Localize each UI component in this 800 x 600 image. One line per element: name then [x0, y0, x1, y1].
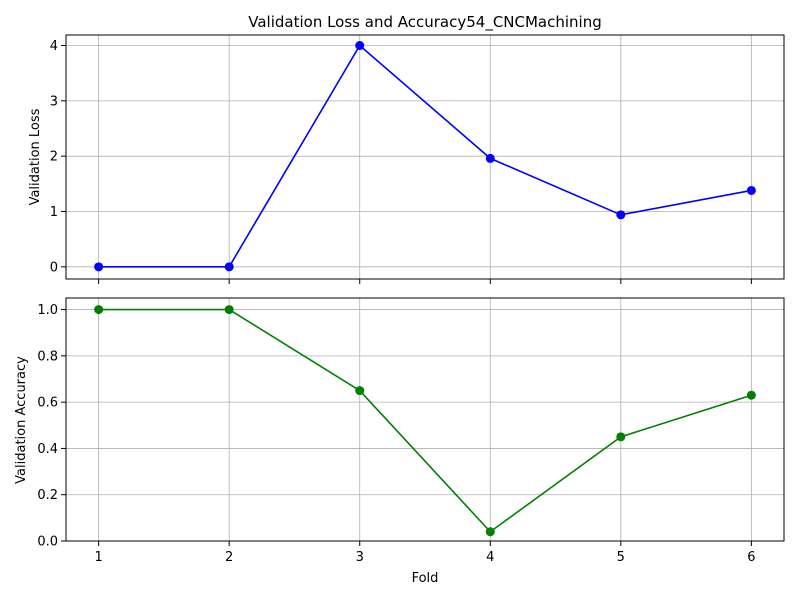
loss-plot-area: [66, 35, 784, 279]
x-tick-label: 2: [225, 550, 233, 565]
accuracy-panel: 0.0 0.2 0.4 0.6 0.8 1.0 1 2 3 4 5 6 Validation Acc…: [14, 297, 785, 565]
x-tick-label: 1: [94, 550, 102, 565]
loss-grid: [66, 35, 784, 279]
accuracy-data-point: [485, 527, 495, 537]
loss-y-ticks: 0 1 2 3 4: [50, 39, 66, 275]
accuracy-data-point: [355, 386, 365, 396]
loss-y-tick-label: 2: [50, 150, 58, 165]
loss-series-line: [98, 44, 752, 268]
loss-data-point: [616, 210, 626, 220]
chart-title: Validation Loss and Accuracy54_CNCMachin…: [248, 13, 602, 32]
loss-data-point: [355, 41, 365, 51]
accuracy-data-point: [94, 305, 104, 315]
loss-y-tick-label: 3: [50, 94, 58, 109]
accuracy-axes-frame: [65, 297, 785, 542]
loss-y-axis-label: Validation Loss: [28, 108, 43, 205]
accuracy-y-tick-label: 1.0: [37, 303, 58, 318]
loss-data-point: [224, 262, 234, 272]
loss-x-ticks: [98, 279, 752, 284]
loss-panel: 0 1 2 3 4 Validation Loss: [28, 34, 785, 284]
accuracy-y-tick-label: 0.8: [37, 349, 58, 364]
accuracy-x-ticks: 1 2 3 4 5 6: [94, 541, 756, 565]
accuracy-series-line: [98, 308, 752, 533]
accuracy-plot-area: [66, 298, 784, 541]
accuracy-y-tick-label: 0.4: [37, 442, 58, 457]
loss-data-point: [485, 153, 495, 163]
accuracy-data-point: [224, 305, 234, 315]
loss-axes-frame: [65, 34, 785, 280]
accuracy-data-point: [616, 432, 626, 442]
accuracy-y-ticks: 0.0 0.2 0.4 0.6 0.8 1.0: [37, 303, 66, 550]
loss-data-point: [94, 262, 104, 272]
accuracy-y-axis-label: Validation Accuracy: [14, 356, 29, 484]
loss-y-tick-label: 1: [50, 205, 58, 220]
x-tick-label: 3: [356, 550, 364, 565]
accuracy-y-tick-label: 0.2: [37, 488, 58, 503]
accuracy-y-tick-label: 0.6: [37, 396, 58, 411]
x-tick-label: 4: [486, 550, 494, 565]
accuracy-series: [94, 305, 756, 537]
accuracy-data-point: [746, 390, 756, 400]
loss-y-tick-label: 4: [50, 39, 58, 54]
x-tick-label: 5: [617, 550, 625, 565]
x-tick-label: 6: [747, 550, 755, 565]
accuracy-y-tick-label: 0.0: [37, 535, 58, 550]
loss-data-point: [746, 185, 756, 195]
x-axis-label: Fold: [412, 571, 439, 586]
loss-y-tick-label: 0: [50, 260, 58, 275]
loss-series: [94, 41, 756, 272]
